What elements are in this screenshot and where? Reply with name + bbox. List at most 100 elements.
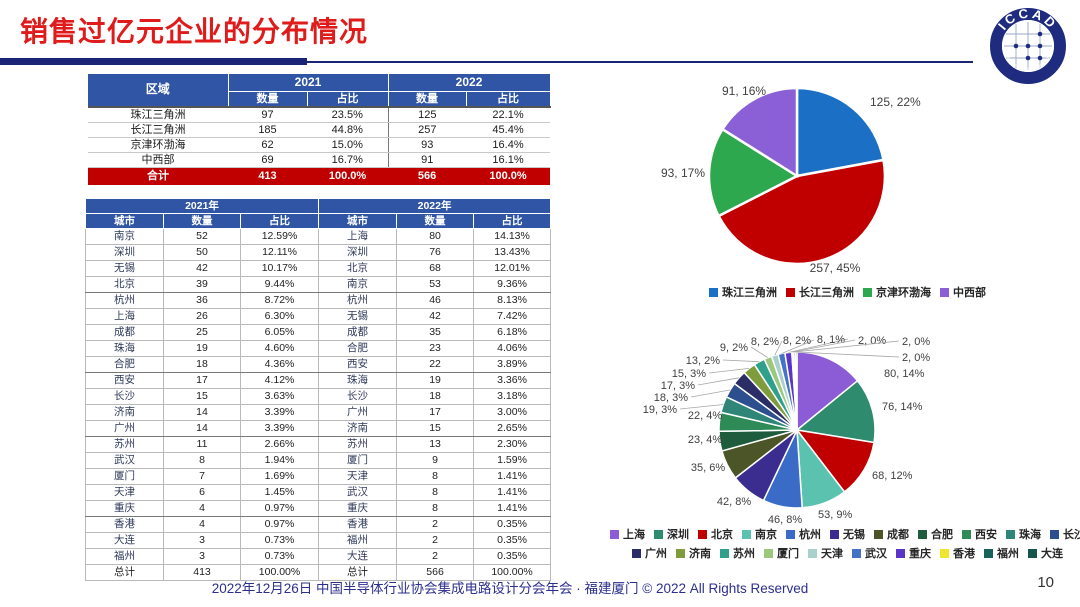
legend-item-杭州: 杭州 [786,526,821,542]
value: 9.44% [239,276,320,293]
col-header-region: 区域 [88,74,229,108]
legend-item-长江三角洲: 长江三角洲 [786,284,854,300]
city-row: 北京 39 9.44% 南京 53 9.36% [85,276,552,293]
col-subheader: 数量 [228,91,308,108]
value: 3 [163,532,241,549]
col-header-year: 2021年 [84,198,320,214]
value: 17 [163,372,241,389]
value: 3.39% [239,404,320,421]
pie-data-label: 17, 3% [661,380,695,392]
value: 3.89% [473,356,552,373]
value: 16.1% [466,152,551,168]
legend-swatch-icon [1050,529,1059,539]
pie-data-label: 53, 9% [818,509,852,521]
label-leader-line [774,340,783,356]
value: 50 [163,244,241,261]
total-value: 100.0% [466,167,551,185]
city-name: 福州 [85,548,164,565]
legend-item-南京: 南京 [742,526,777,542]
city-row: 济南 14 3.39% 广州 17 3.00% [85,404,552,421]
city-total-row: 总计 413 100.00% 总计 566 100.00% [85,564,552,581]
city-name: 西安 [318,356,398,373]
value: 3.39% [239,420,320,437]
value: 2 [396,532,475,549]
title-underline-thin [307,61,973,63]
label-leader-line [794,340,900,353]
col-subheader: 数量 [396,213,475,229]
value: 1.41% [473,484,552,501]
region-row: 珠江三角洲 97 23.5% 125 22.1% [88,106,551,123]
legend-label: 南京 [755,529,777,541]
legend-label: 重庆 [909,548,931,560]
legend-item-重庆: 重庆 [896,545,931,561]
value: 0.35% [473,516,552,533]
col-subheader: 城市 [318,213,398,229]
value: 46 [396,292,475,309]
legend-label: 济南 [689,548,711,560]
legend-swatch-icon [896,548,905,558]
legend-swatch-icon [962,529,971,539]
city-name: 杭州 [318,292,398,309]
value: 3.00% [473,404,552,421]
value: 14 [163,404,241,421]
iccad-logo: ICCAD 中国半导体行业协会集成电路设计分会 [986,4,1066,84]
legend-swatch-icon [698,529,707,539]
legend-item-上海: 上海 [610,526,645,542]
value: 22.1% [466,106,551,123]
city-name: 厦门 [85,468,164,485]
city-name: 长沙 [318,388,398,405]
label-leader-line [792,339,856,353]
legend-item-珠江三角洲: 珠江三角洲 [709,284,777,300]
pie-data-label: 18, 3% [654,392,688,404]
value: 76 [396,244,475,261]
value: 7 [163,468,241,485]
city-name: 天津 [85,484,164,501]
pie-data-label: 42, 8% [717,496,751,508]
value: 125 [387,106,467,123]
legend-swatch-icon [632,548,641,558]
city-pie-chart: 80, 14% 76, 14% 68, 12% 53, 9% 46, 8% 42, 8% 3… [643,334,931,526]
city-row: 大连 3 0.73% 福州 2 0.35% [85,532,552,549]
value: 35 [396,324,475,341]
legend-swatch-icon [610,529,619,539]
region-pie-chart: 125, 22% 257, 45% 93, 17% 91, 16% [661,84,921,275]
legend-swatch-icon [808,548,817,558]
city-row: 厦门 7 1.69% 天津 8 1.41% [85,468,552,485]
pie-data-label: 93, 17% [661,166,705,180]
legend-swatch-icon [1028,548,1037,558]
page-title: 销售过亿元企业的分布情况 [20,16,369,47]
value: 4 [163,500,241,517]
pie-data-label: 125, 22% [870,95,921,109]
value: 9 [396,452,475,469]
city-row: 广州 14 3.39% 济南 15 2.65% [85,420,552,437]
label-leader-line [796,351,900,358]
city-name: 济南 [318,420,398,437]
city-name: 武汉 [85,452,164,469]
region-pie-legend: 珠江三角洲 长江三角洲 京津环渤海 中西部 [615,284,1080,300]
city-name: 上海 [85,308,164,325]
value: 8.13% [473,292,552,309]
pie-slice-珠江三角洲 [795,86,885,178]
label-leader-line [679,404,724,410]
value: 1.69% [239,468,320,485]
legend-label: 珠江三角洲 [722,287,777,299]
col-subheader: 数量 [388,91,467,108]
legend-label: 苏州 [733,548,755,560]
legend-item-厦门: 厦门 [764,545,799,561]
legend-label: 武汉 [865,548,887,560]
value: 13 [396,436,475,453]
value: 9.36% [473,276,552,293]
value: 1.59% [473,452,552,469]
city-name: 苏州 [85,436,164,453]
pie-data-label: 8, 1% [817,334,845,346]
city-table-year-row: 2021年 2022年 [84,198,552,214]
value: 97 [228,106,307,123]
label-leader-line [722,359,760,363]
city-name: 大连 [85,532,164,549]
pie-slice-长江三角洲 [716,158,887,266]
value: 93 [387,137,467,153]
value: 8 [396,500,475,517]
pie-data-label: 2, 0% [858,335,886,347]
value: 8 [396,468,475,485]
value: 12.11% [239,244,320,261]
